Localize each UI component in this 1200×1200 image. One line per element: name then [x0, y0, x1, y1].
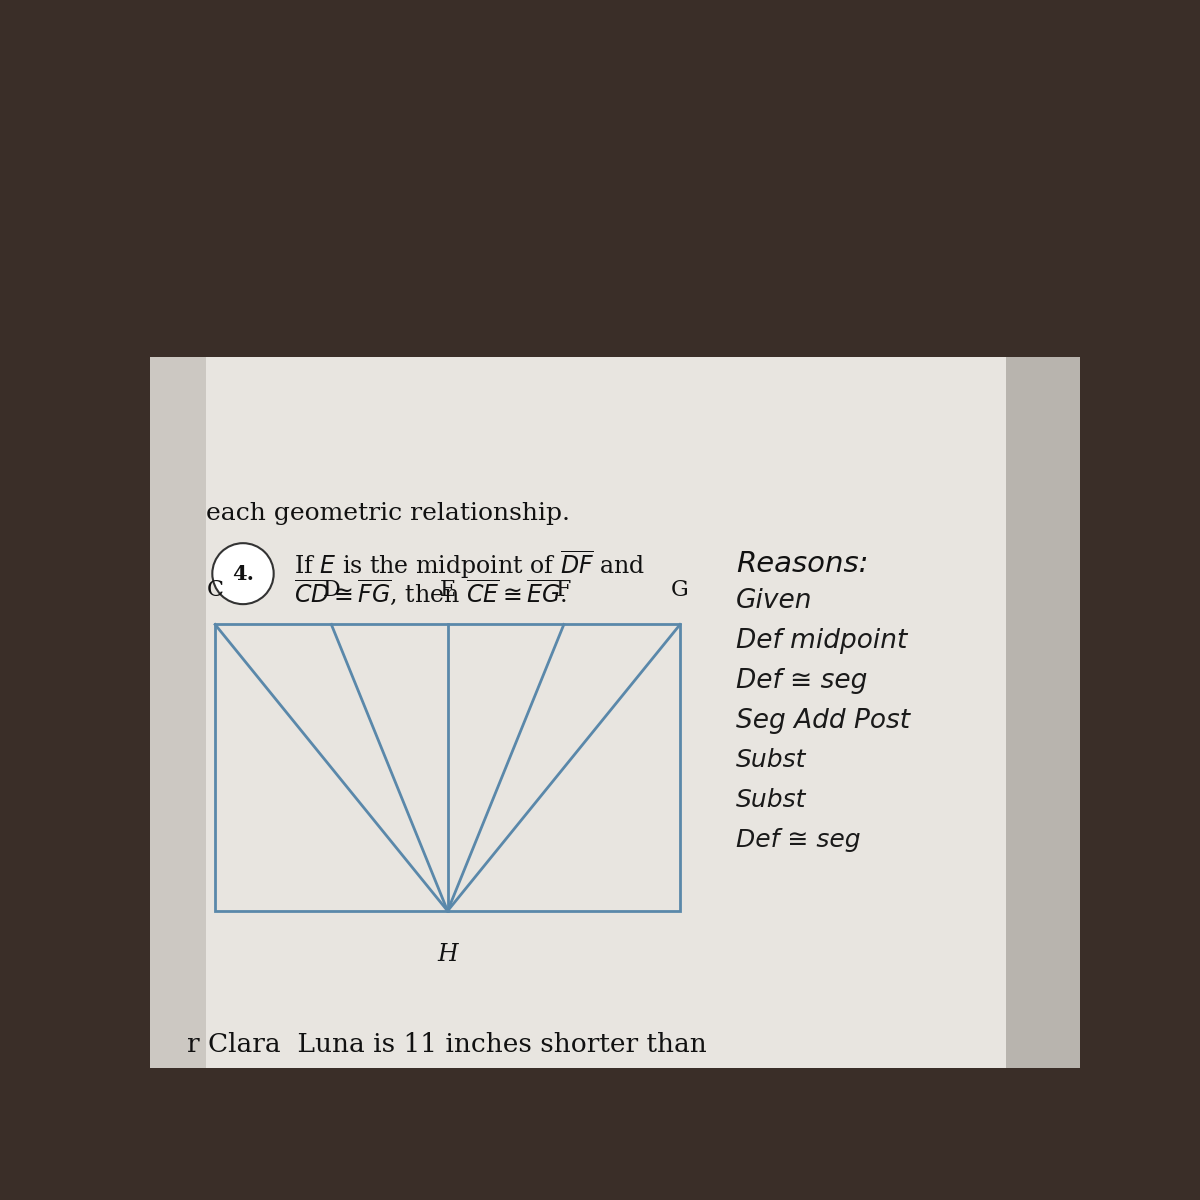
FancyBboxPatch shape: [150, 356, 206, 1068]
Bar: [150, 144, 1080, 347]
Text: Seg Add Post: Seg Add Post: [736, 708, 910, 733]
Text: $\overline{CD} \cong \overline{FG}$, then $\overline{CE} \cong \overline{EG}$.: $\overline{CD} \cong \overline{FG}$, the…: [294, 577, 568, 607]
Text: 4.: 4.: [232, 564, 254, 583]
Circle shape: [212, 544, 274, 604]
FancyBboxPatch shape: [150, 356, 1080, 1068]
Text: Reasons:: Reasons:: [736, 551, 869, 578]
Text: G: G: [671, 580, 689, 601]
Bar: [215, 624, 680, 911]
Text: C: C: [206, 580, 223, 601]
Text: Given: Given: [736, 588, 812, 614]
Text: Subst: Subst: [736, 788, 806, 812]
Text: Def ≅ seg: Def ≅ seg: [736, 668, 868, 694]
Text: Def midpoint: Def midpoint: [736, 628, 907, 654]
Text: If $E$ is the midpoint of $\overline{DF}$ and: If $E$ is the midpoint of $\overline{DF}…: [294, 548, 646, 581]
Text: F: F: [556, 580, 571, 601]
Text: E: E: [439, 580, 456, 601]
Text: H: H: [437, 943, 458, 966]
Text: Subst: Subst: [736, 749, 806, 773]
FancyBboxPatch shape: [1006, 356, 1080, 1068]
Text: D: D: [323, 580, 341, 601]
Text: Def ≅ seg: Def ≅ seg: [736, 828, 860, 852]
Text: r Clara  Luna is 11 inches shorter than: r Clara Luna is 11 inches shorter than: [187, 1032, 707, 1057]
Text: each geometric relationship.: each geometric relationship.: [206, 502, 570, 526]
